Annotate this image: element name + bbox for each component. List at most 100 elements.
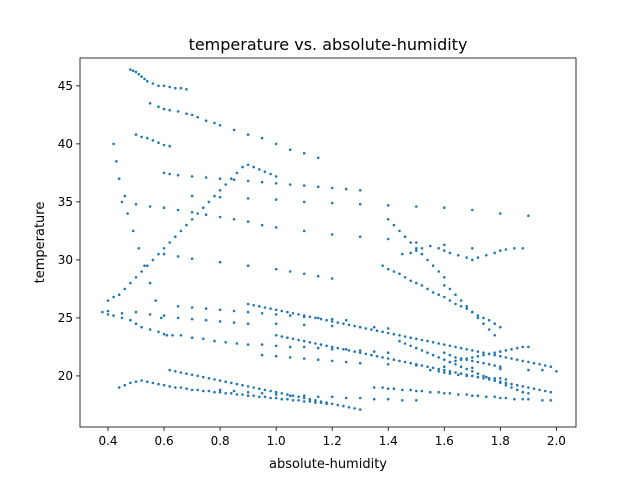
data-point xyxy=(148,328,152,331)
data-point xyxy=(260,353,264,357)
data-point xyxy=(168,85,171,89)
data-point xyxy=(246,179,250,183)
data-point xyxy=(330,320,334,323)
data-point xyxy=(448,299,452,302)
plot-area-frame xyxy=(79,57,577,428)
data-point xyxy=(521,247,525,250)
data-point xyxy=(302,200,306,204)
data-point xyxy=(157,382,160,386)
data-point xyxy=(443,368,446,372)
data-point xyxy=(510,348,513,351)
data-point xyxy=(232,218,236,221)
data-point xyxy=(129,318,132,322)
data-point xyxy=(302,151,306,155)
data-point xyxy=(403,235,407,238)
x-tick-label: 1.2 xyxy=(323,434,342,448)
data-point xyxy=(493,334,497,337)
data-point xyxy=(431,291,435,294)
data-point xyxy=(162,107,166,111)
data-point xyxy=(358,202,362,206)
data-point xyxy=(499,212,502,215)
data-point xyxy=(330,186,334,190)
data-point xyxy=(319,400,323,403)
data-point xyxy=(263,395,267,399)
data-point xyxy=(252,165,255,169)
data-point xyxy=(252,303,255,307)
data-point xyxy=(316,156,320,160)
data-point xyxy=(316,395,320,399)
data-point xyxy=(358,189,362,192)
data-point xyxy=(218,390,222,394)
data-point xyxy=(218,215,222,219)
data-point xyxy=(185,387,188,391)
data-point xyxy=(344,360,348,364)
data-point xyxy=(415,346,418,350)
data-point xyxy=(224,380,227,384)
data-point xyxy=(454,302,457,306)
data-point xyxy=(204,176,208,179)
data-point xyxy=(325,344,328,348)
data-point xyxy=(448,370,452,373)
data-point xyxy=(482,316,485,320)
data-point xyxy=(372,325,376,329)
data-point xyxy=(260,343,264,346)
data-point xyxy=(157,105,160,108)
data-point xyxy=(316,358,320,362)
data-point xyxy=(302,272,306,276)
data-point xyxy=(148,205,152,208)
data-point xyxy=(151,139,155,142)
data-point xyxy=(143,264,146,268)
data-point xyxy=(420,338,424,342)
data-point xyxy=(274,226,278,229)
data-point xyxy=(162,84,166,88)
data-point xyxy=(353,350,356,353)
data-point xyxy=(549,365,553,369)
data-point xyxy=(316,346,320,350)
x-tick-label: 0.8 xyxy=(211,434,230,448)
y-tick-label: 20 xyxy=(58,369,73,383)
data-point xyxy=(513,247,516,250)
data-point xyxy=(448,360,452,364)
data-point xyxy=(426,258,429,262)
data-point xyxy=(316,316,320,320)
data-point xyxy=(437,390,441,394)
x-tick-label: 1.4 xyxy=(379,434,398,448)
data-point xyxy=(302,396,306,400)
data-point xyxy=(162,206,166,209)
data-point xyxy=(165,334,169,337)
data-point xyxy=(286,336,289,340)
data-point xyxy=(454,293,457,297)
data-point xyxy=(443,343,446,346)
data-point xyxy=(485,395,488,399)
data-point xyxy=(420,364,424,367)
data-point xyxy=(471,359,474,363)
data-point xyxy=(213,121,216,125)
data-point xyxy=(274,393,278,396)
data-point xyxy=(398,229,401,233)
data-point xyxy=(429,244,432,248)
data-point xyxy=(330,277,334,280)
data-point xyxy=(459,299,463,302)
data-point xyxy=(162,171,166,175)
data-point xyxy=(190,336,194,340)
data-point xyxy=(448,372,452,375)
data-point xyxy=(308,397,312,401)
data-point xyxy=(465,307,469,310)
data-point xyxy=(415,241,418,244)
data-point xyxy=(513,397,516,401)
data-point xyxy=(499,396,502,400)
data-point xyxy=(140,270,143,273)
data-point xyxy=(454,371,457,374)
data-point xyxy=(415,363,418,366)
data-point xyxy=(314,401,317,404)
data-point xyxy=(437,270,441,273)
data-point xyxy=(358,408,362,411)
scatter-points xyxy=(101,68,558,411)
data-point xyxy=(274,354,278,358)
data-point xyxy=(372,350,376,353)
data-point xyxy=(263,306,267,309)
data-point xyxy=(465,393,469,396)
data-point xyxy=(403,335,407,338)
data-point xyxy=(286,393,289,396)
data-point xyxy=(190,257,194,261)
